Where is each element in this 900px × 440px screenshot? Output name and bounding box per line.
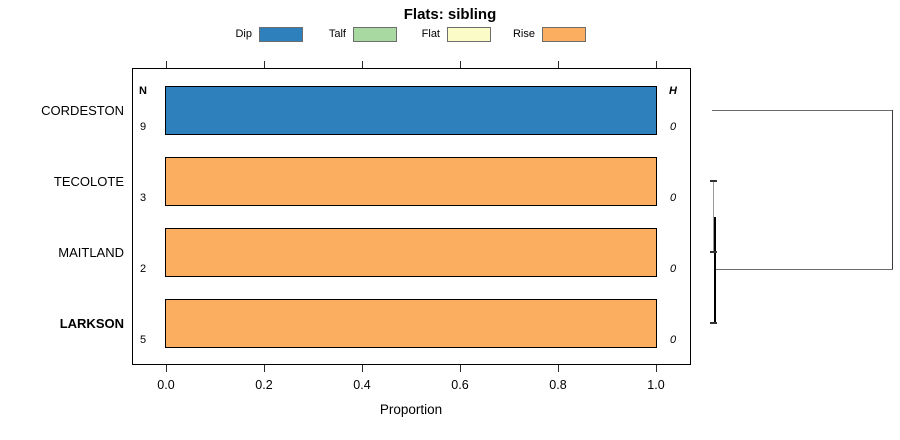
x-tick	[460, 61, 461, 68]
x-tick	[656, 365, 657, 372]
n-value: 2	[139, 263, 147, 275]
bar	[165, 228, 657, 277]
dendrogram-segment	[892, 110, 894, 269]
h-value: 0	[669, 192, 677, 204]
bar	[165, 299, 657, 348]
y-axis-label: TECOLOTE	[53, 174, 124, 189]
x-tick-label: 0.2	[255, 378, 273, 392]
x-tick-label: 0.4	[353, 378, 371, 392]
x-tick	[558, 61, 559, 68]
n-column-header: N	[139, 85, 147, 97]
n-value: 9	[139, 121, 147, 133]
dendrogram-segment	[710, 180, 717, 182]
x-tick	[166, 61, 167, 68]
n-value: 3	[139, 192, 147, 204]
x-tick	[264, 61, 265, 68]
h-value: 0	[669, 263, 677, 275]
y-axis-label: LARKSON	[59, 316, 124, 331]
legend-swatch	[259, 27, 303, 42]
x-tick-label: 1.0	[647, 378, 665, 392]
bar	[165, 86, 657, 135]
legend-label: Talf	[328, 28, 346, 40]
dendrogram-segment	[712, 110, 893, 111]
h-value: 0	[669, 121, 677, 133]
x-tick	[656, 61, 657, 68]
legend-label: Rise	[512, 28, 535, 40]
dendrogram-segment	[710, 251, 717, 253]
legend-swatch	[542, 27, 586, 42]
x-tick	[460, 365, 461, 372]
x-tick	[362, 61, 363, 68]
dendrogram-segment	[713, 181, 715, 252]
x-tick-label: 0.8	[549, 378, 567, 392]
x-tick	[558, 365, 559, 372]
legend-label: Dip	[235, 28, 252, 40]
chart-title: Flats: sibling	[403, 6, 497, 23]
h-column-header: H	[669, 85, 677, 97]
x-tick	[264, 365, 265, 372]
x-tick-label: 0.6	[451, 378, 469, 392]
legend-label: Flat	[421, 28, 440, 40]
dendrogram-segment	[714, 269, 893, 270]
bar	[165, 157, 657, 206]
x-tick-label: 0.0	[157, 378, 175, 392]
h-value: 0	[669, 334, 677, 346]
x-tick	[166, 365, 167, 372]
x-axis-title: Proportion	[379, 402, 443, 417]
legend-swatch	[447, 27, 491, 42]
x-tick	[362, 365, 363, 372]
y-axis-label: MAITLAND	[58, 245, 124, 260]
n-value: 5	[139, 334, 147, 346]
legend-swatch	[353, 27, 397, 42]
dendrogram-segment	[710, 322, 717, 324]
dendrogram-segment	[714, 217, 716, 323]
y-axis-label: CORDESTON	[41, 103, 124, 118]
